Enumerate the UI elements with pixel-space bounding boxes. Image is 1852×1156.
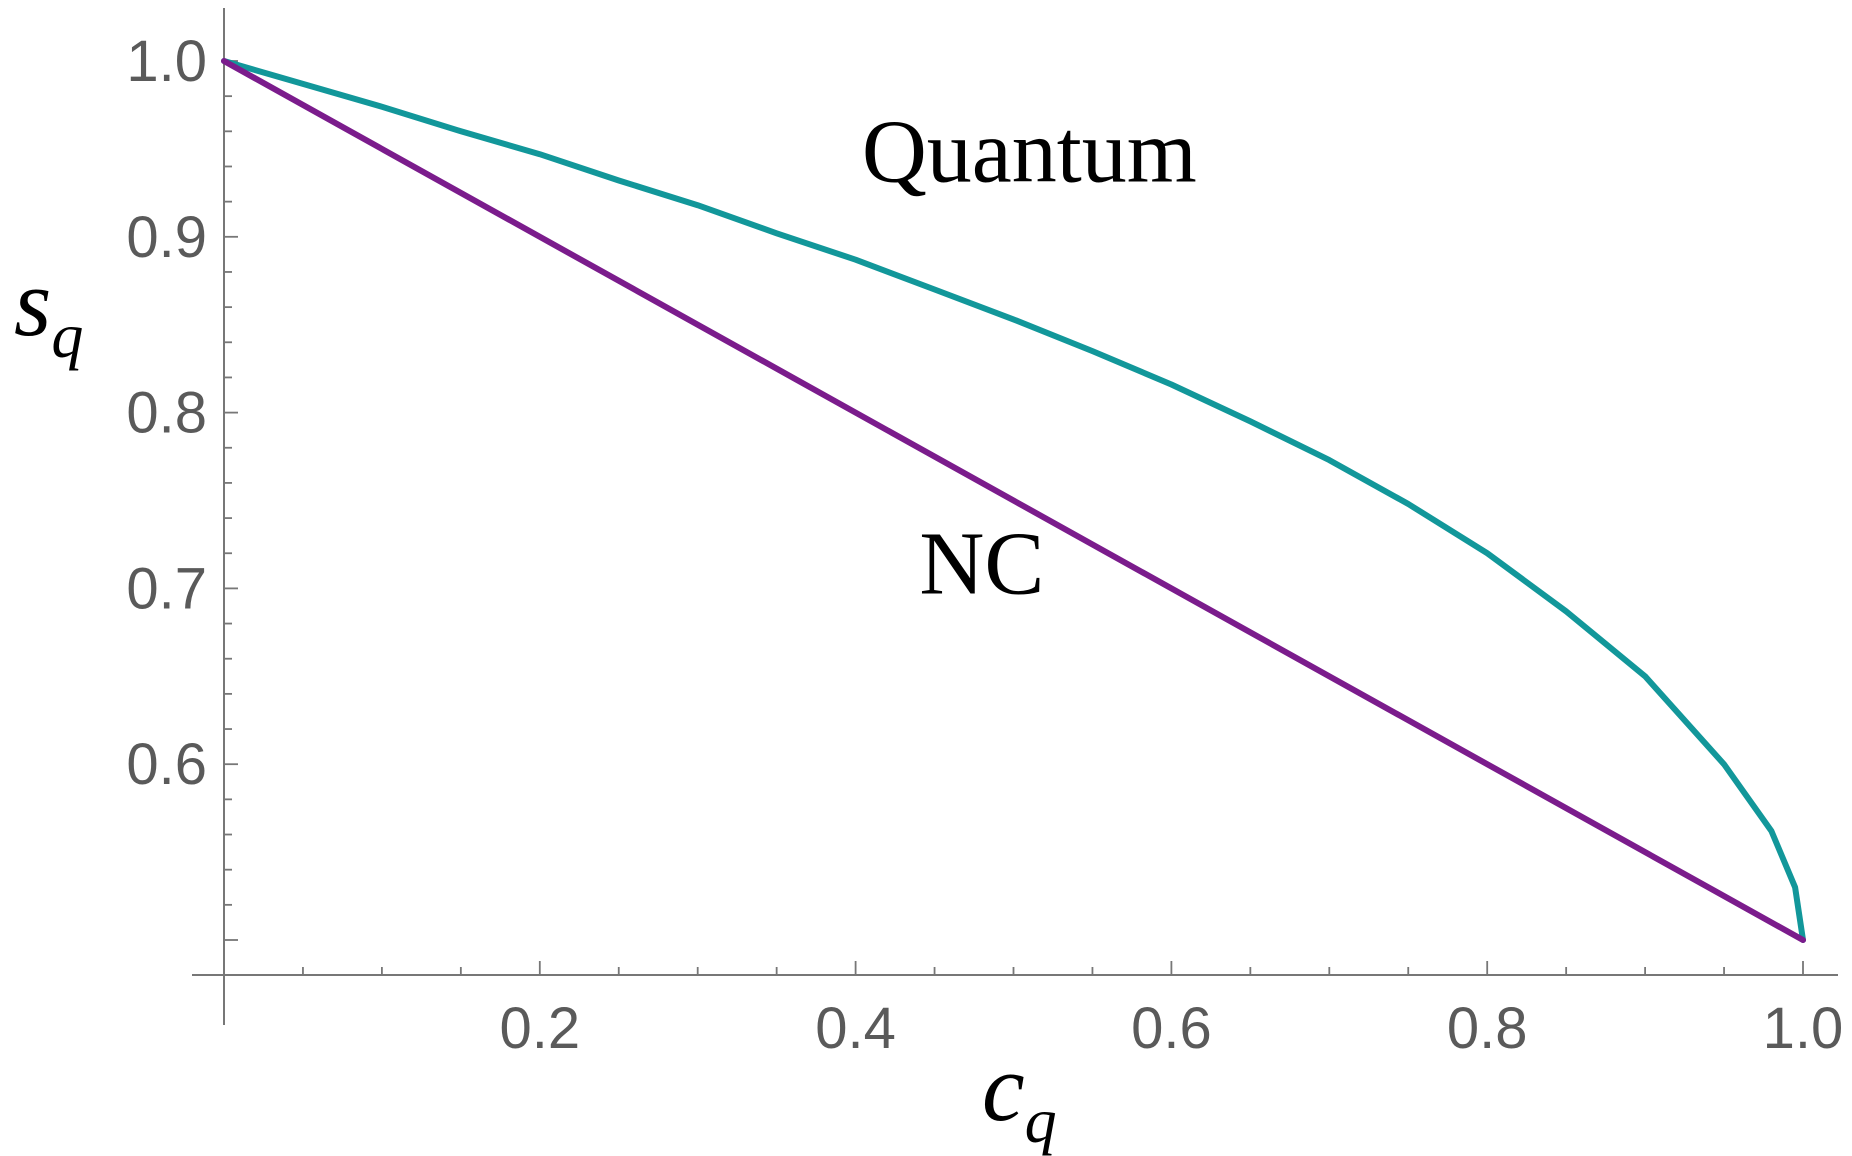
y-tick-label: 0.6 [126,732,207,797]
x-axis-label-sub: q [1025,1085,1057,1156]
x-tick-label: 1.0 [1763,996,1844,1061]
ticks [224,60,1804,975]
y-axis-label-main: s [14,249,51,356]
x-axis-label: cq [982,1034,1057,1156]
tick-labels: 0.2 0.4 0.6 0.8 1.0 0.6 0.7 0.8 0.9 1.0 [126,29,1843,1061]
series-line-quantum [221,58,1806,943]
x-tick-label: 0.8 [1447,996,1528,1061]
series-labels: Quantum NC [862,102,1197,613]
y-tick-label: 1.0 [126,29,207,94]
y-axis-label: sq [14,249,83,371]
y-axis-label-sub: q [51,300,83,371]
y-tick-label: 0.8 [126,381,207,446]
y-tick-label: 0.7 [126,556,207,621]
series-label-nc: NC [919,515,1044,614]
x-tick-label: 0.4 [815,996,896,1061]
series-line-nc [221,58,1806,943]
x-axis-label-main: c [982,1034,1025,1141]
x-tick-label: 0.6 [1131,996,1212,1061]
x-tick-label: 0.2 [499,996,580,1061]
series-label-quantum: Quantum [862,102,1197,201]
y-tick-label: 0.9 [126,205,207,270]
axes [192,8,1838,1025]
series [221,58,1806,943]
